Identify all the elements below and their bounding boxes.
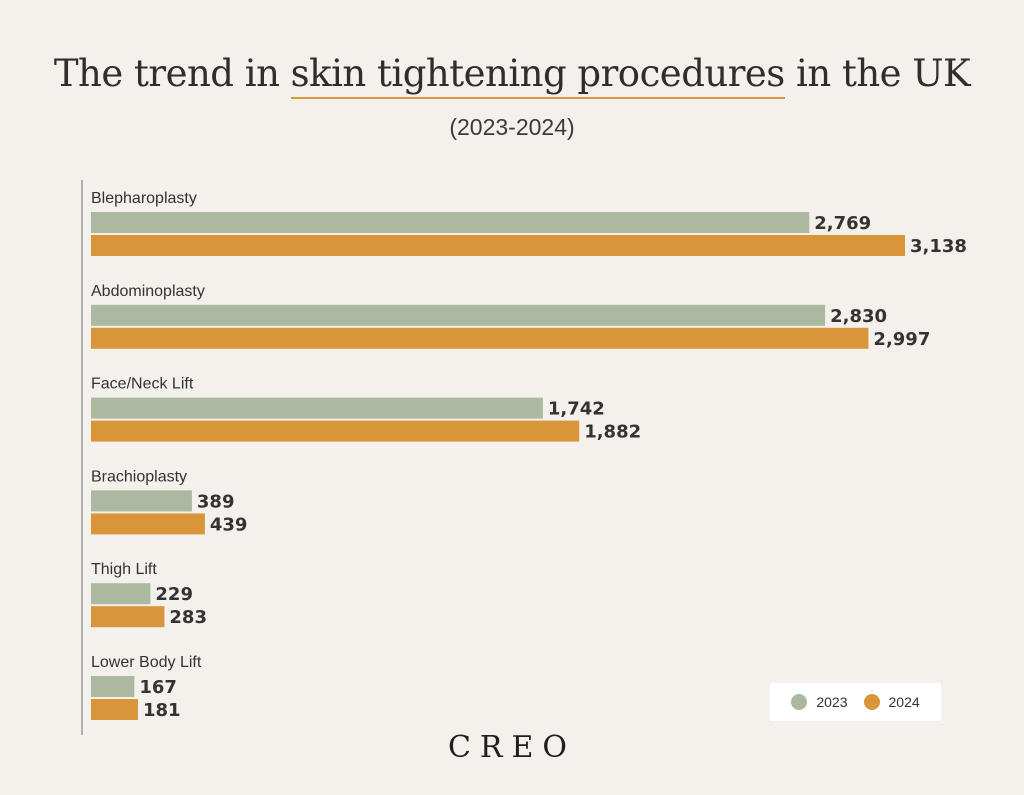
bar-abdominoplasty-2024 xyxy=(91,327,869,349)
chart-title: The trend in skin tightening procedures … xyxy=(0,52,1024,99)
bar-blepharoplasty-2023 xyxy=(91,212,810,233)
legend: 2023 2024 xyxy=(770,683,941,721)
bar-brachioplasty-2023 xyxy=(91,490,192,512)
legend-label-2023: 2023 xyxy=(816,694,848,710)
value-label-abdominoplasty-2023: 2,830 xyxy=(830,306,887,327)
value-label-brachioplasty-2024: 439 xyxy=(210,514,248,535)
bar-face-neck-lift-2024 xyxy=(91,420,580,442)
bar-lower-body-lift-2024 xyxy=(91,699,138,720)
legend-item-2023: 2023 xyxy=(791,694,848,710)
value-label-blepharoplasty-2023: 2,769 xyxy=(814,213,871,234)
chart-subtitle: (2023-2024) xyxy=(449,114,575,140)
bar-thigh-lift-2024 xyxy=(91,606,165,628)
bar-groups: Blepharoplasty 2,769 3,138 Abdominoplasty 2,… xyxy=(91,190,967,721)
category-label-face-neck-lift: Face/Neck Lift xyxy=(91,376,194,393)
value-label-thigh-lift-2023: 229 xyxy=(155,584,193,605)
bar-thigh-lift-2023 xyxy=(91,583,151,605)
legend-dot-2023 xyxy=(791,694,808,710)
category-label-thigh-lift: Thigh Lift xyxy=(91,561,157,578)
bar-face-neck-lift-2023 xyxy=(91,397,543,419)
bar-brachioplasty-2024 xyxy=(91,513,205,535)
value-label-blepharoplasty-2024: 3,138 xyxy=(910,236,967,257)
legend-dot-2024 xyxy=(863,694,880,710)
value-label-face-neck-lift-2023: 1,742 xyxy=(548,399,605,420)
bar-abdominoplasty-2023 xyxy=(91,304,826,326)
value-label-lower-body-lift-2024: 181 xyxy=(143,700,181,721)
value-label-face-neck-lift-2024: 1,882 xyxy=(584,422,641,443)
value-label-thigh-lift-2024: 283 xyxy=(169,607,207,628)
category-label-abdominoplasty: Abdominoplasty xyxy=(91,283,205,300)
title-text-end: in the UK xyxy=(784,52,971,95)
title-text-start: The trend in xyxy=(53,52,291,95)
category-label-brachioplasty: Brachioplasty xyxy=(91,468,187,485)
legend-item-2024: 2024 xyxy=(863,694,920,710)
value-label-lower-body-lift-2023: 167 xyxy=(139,677,177,698)
title-highlight: skin tightening procedures xyxy=(290,52,785,99)
legend-label-2024: 2024 xyxy=(888,694,920,710)
bar-blepharoplasty-2024 xyxy=(91,235,905,256)
bar-lower-body-lift-2023 xyxy=(91,676,135,697)
category-label-blepharoplasty: Blepharoplasty xyxy=(91,190,197,207)
value-label-brachioplasty-2023: 389 xyxy=(197,491,235,512)
value-label-abdominoplasty-2024: 2,997 xyxy=(873,329,930,350)
category-label-lower-body-lift: Lower Body Lift xyxy=(91,654,202,671)
brand-logo: CREO xyxy=(447,730,577,765)
